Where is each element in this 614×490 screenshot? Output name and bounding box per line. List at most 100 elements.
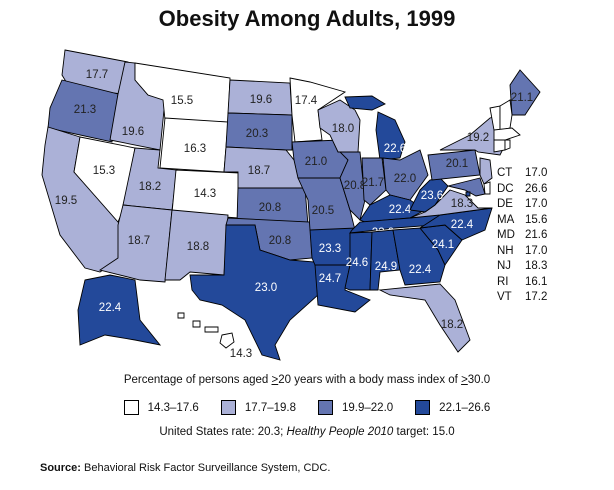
small-state-row: MA 15.6 bbox=[497, 213, 547, 229]
small-state-row: RI 16.1 bbox=[497, 275, 547, 291]
state-value-label: 24.7 bbox=[319, 273, 341, 285]
state-shape bbox=[47, 79, 119, 143]
state-value-label: 22.6 bbox=[384, 143, 406, 155]
state-ri bbox=[504, 139, 511, 151]
state-value: 26.6 bbox=[525, 182, 548, 195]
state-code: MD bbox=[497, 229, 515, 241]
state-value-label: 24.9 bbox=[375, 261, 397, 273]
state-value-label: 14.3 bbox=[230, 348, 252, 360]
state-shape bbox=[493, 139, 506, 153]
state-nd: 19.6 bbox=[227, 79, 293, 116]
state-value-label: 19.6 bbox=[250, 94, 272, 106]
state-ms: 24.6 bbox=[344, 231, 373, 291]
state-value-label: 19.6 bbox=[122, 126, 144, 138]
state-ga: 22.4 bbox=[392, 227, 446, 286]
state-value-label: 22.0 bbox=[394, 173, 416, 185]
state-ut: 18.2 bbox=[122, 147, 178, 211]
state-value-label: 23.3 bbox=[319, 243, 341, 255]
legend-swatch bbox=[220, 400, 236, 415]
legend-swatch bbox=[318, 400, 333, 415]
state-il: 20.8 bbox=[338, 151, 366, 221]
state-code: DC bbox=[497, 182, 514, 195]
state-shape bbox=[465, 191, 471, 197]
state-ny: 19.2 bbox=[439, 114, 506, 156]
legend-label: 19.9–22.0 bbox=[342, 401, 394, 414]
legend: 14.3–17.6 17.7–19.8 19.9–22.0 22.1–26.6 bbox=[0, 400, 614, 415]
state-value-label: 21.7 bbox=[362, 177, 384, 189]
state-sd: 20.3 bbox=[225, 112, 293, 151]
state-value: 17.0 bbox=[525, 244, 548, 257]
state-value-label: 20.8 bbox=[344, 180, 366, 192]
state-in: 21.7 bbox=[361, 157, 387, 206]
state-shape bbox=[361, 157, 387, 206]
state-md bbox=[447, 177, 486, 197]
caption-text: 20 years with a body mass index of bbox=[278, 374, 462, 386]
source-note: Source: Behavioral Risk Factor Surveilla… bbox=[40, 462, 330, 474]
state-wy: 16.3 bbox=[159, 117, 229, 173]
legend-label: 17.7–19.8 bbox=[244, 401, 296, 414]
state-oh: 22.0 bbox=[382, 149, 429, 201]
state-code: VT bbox=[497, 291, 512, 303]
state-shape bbox=[447, 177, 486, 197]
caption-text: 30.0 bbox=[467, 374, 491, 386]
state-value-label: 14.3 bbox=[194, 188, 216, 200]
state-value-label: 20.8 bbox=[259, 202, 281, 214]
ge-symbol: > bbox=[461, 374, 468, 386]
state-mn: 17.4 bbox=[289, 77, 347, 143]
state-shape bbox=[192, 320, 201, 328]
state-dc bbox=[465, 191, 471, 197]
state-shape bbox=[77, 274, 162, 346]
state-code: MA bbox=[497, 213, 515, 226]
small-states-table: CT 17.0 DC 26.6 DE 17.0 MA 15.6 MD 21.6 NH 17.0 NJ 18… bbox=[497, 166, 547, 306]
state-shape bbox=[504, 139, 511, 151]
state-code: DE bbox=[497, 198, 513, 210]
state-value-label: 18.0 bbox=[332, 123, 354, 135]
ge-symbol: > bbox=[271, 374, 279, 386]
state-shape bbox=[499, 99, 513, 131]
state-value-label: 15.3 bbox=[93, 165, 115, 177]
legend-item: 14.3–17.6 bbox=[123, 400, 199, 415]
state-nm: 18.8 bbox=[164, 209, 229, 281]
state-value-label: 18.8 bbox=[187, 241, 209, 253]
small-state-row: DE 17.0 bbox=[497, 197, 547, 213]
state-shape bbox=[338, 151, 366, 221]
small-state-row: MD 21.6 bbox=[497, 228, 547, 244]
legend-caption: Percentage of persons aged >20 years wit… bbox=[0, 374, 614, 386]
small-state-row: DC 26.6 bbox=[497, 182, 547, 198]
state-fl: 18.2 bbox=[378, 283, 471, 353]
state-value: 17.0 bbox=[525, 167, 548, 179]
state-value-label: 20.1 bbox=[446, 158, 468, 170]
state-code: RI bbox=[497, 275, 509, 288]
state-value-label: 20.5 bbox=[312, 205, 334, 217]
state-ct bbox=[493, 139, 506, 153]
small-state-row: CT 17.0 bbox=[497, 166, 547, 182]
state-tx: 23.0 bbox=[189, 224, 319, 361]
us-choropleth-map: 17.7 21.3 19.5 15.3 19.6 15.5 16.3 18.2 14.3 18.7… bbox=[41, 49, 541, 361]
state-value-label: 18.7 bbox=[128, 235, 150, 247]
state-shape bbox=[219, 332, 235, 349]
legend-label: 14.3–17.6 bbox=[147, 401, 199, 414]
state-value: 21.6 bbox=[525, 229, 548, 241]
state-mt: 15.5 bbox=[134, 62, 231, 123]
target-rate: target: 15.0 bbox=[393, 426, 455, 438]
state-value-label: 24.6 bbox=[346, 257, 368, 269]
state-value-label: 21.3 bbox=[74, 104, 96, 116]
state-az: 18.7 bbox=[98, 204, 173, 283]
state-value-label: 21.0 bbox=[305, 156, 327, 168]
state-al: 24.9 bbox=[369, 229, 401, 291]
state-shape bbox=[177, 312, 185, 319]
source-text: Behavioral Risk Factor Surveillance Syst… bbox=[80, 462, 331, 474]
state-value: 17.2 bbox=[525, 291, 548, 303]
state-shape bbox=[189, 224, 319, 361]
small-state-row: NJ 18.3 bbox=[497, 259, 547, 275]
state-value-label: 23.6 bbox=[421, 190, 443, 202]
state-value-label: 18.2 bbox=[139, 181, 161, 193]
state-nj bbox=[479, 157, 493, 185]
state-co: 14.3 bbox=[171, 169, 241, 219]
state-hi: 14.3 bbox=[177, 312, 252, 360]
caption-text: Percentage of persons aged bbox=[123, 374, 272, 386]
state-me: 21.1 bbox=[509, 69, 541, 116]
state-value: 16.1 bbox=[525, 275, 548, 288]
state-mi: 22.6 bbox=[344, 95, 406, 161]
state-code: CT bbox=[497, 167, 513, 179]
